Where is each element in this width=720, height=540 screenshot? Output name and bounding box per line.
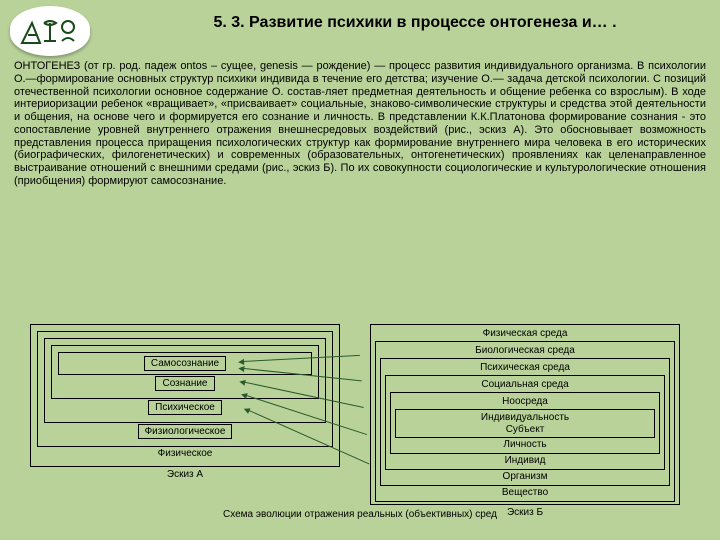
label-fiziologicheskoe: Физиологическое (138, 424, 233, 439)
arrow-4 (243, 394, 367, 435)
b-label-2: Психическая среда (385, 362, 665, 373)
label-samosoznanie: Самосознание (144, 356, 226, 371)
b-l2: Биологическая среда Психическая среда Со… (375, 341, 675, 502)
b-label-8: Вещество (380, 487, 670, 498)
arrow-2 (240, 368, 361, 382)
b-label-3: Социальная среда (390, 379, 660, 390)
body-text: ОНТОГЕНЕЗ (от гр. род. падеж ontos – сущ… (14, 60, 706, 188)
b-label-1: Биологическая среда (380, 345, 670, 356)
arrow-1 (240, 355, 360, 362)
b-label-4: Ноосреда (395, 396, 655, 407)
b-l5: Ноосреда Индивидуальность Субъект Личнос… (390, 392, 660, 454)
label-soznanie: Сознание (155, 376, 214, 391)
label-psihicheskoe: Психическое (148, 400, 222, 415)
b-label-6a: Субъект (399, 424, 651, 435)
sketch-b: Физическая среда Биологическая среда Пси… (370, 322, 680, 518)
b-l6: Индивидуальность Субъект (395, 409, 655, 438)
b-l3: Психическая среда Социальная среда Нооср… (380, 358, 670, 486)
b-label-6b: Личность (395, 439, 655, 450)
sketch-b-outer: Физическая среда Биологическая среда Пси… (370, 324, 680, 505)
b-label-5: Индивидуальность (399, 412, 651, 423)
arrow-3 (241, 381, 363, 408)
arrow-5 (246, 409, 370, 465)
page-title: 5. 3. Развитие психики в процессе онтоге… (130, 14, 700, 32)
b-label-7b: Организм (385, 471, 665, 482)
main-caption: Схема эволюции отражения реальных (объек… (30, 509, 690, 520)
b-label-0: Физическая среда (375, 328, 675, 339)
logo-icon (20, 13, 80, 49)
arrows-group (240, 352, 360, 472)
b-label-7a: Индивид (390, 455, 660, 466)
b-l4: Социальная среда Ноосреда Индивидуальнос… (385, 375, 665, 470)
logo-badge (10, 6, 90, 56)
diagram-area: Самосознание Сознание Психическое Физиол… (30, 322, 690, 522)
